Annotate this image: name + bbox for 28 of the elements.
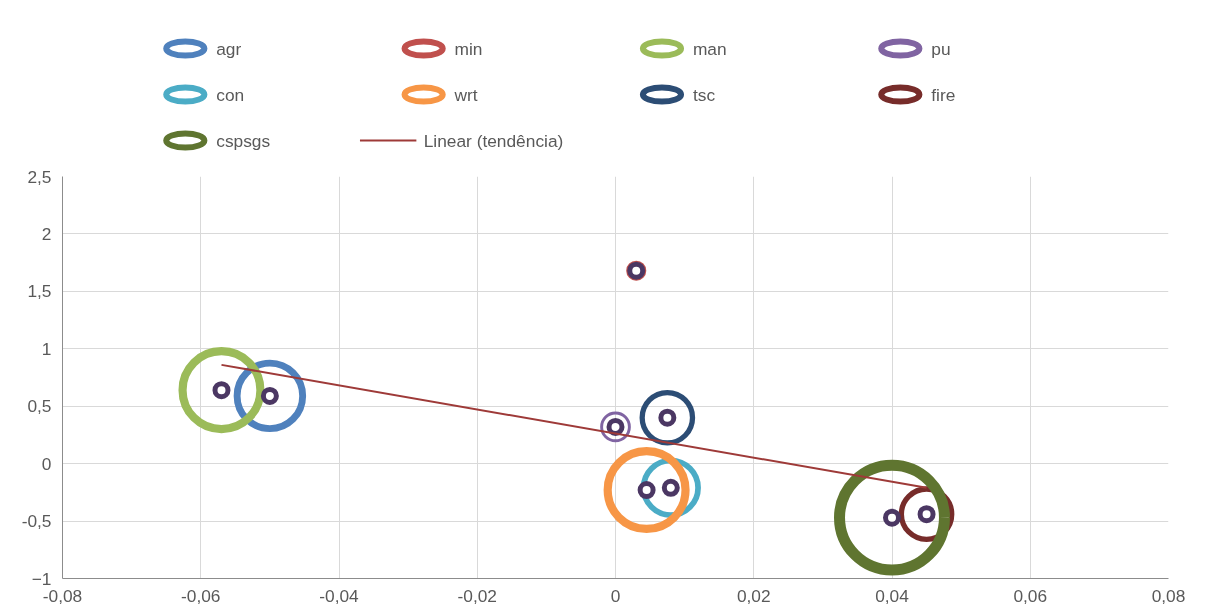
x-tick-label: -0,04	[319, 585, 360, 606]
x-tick-label: 0,02	[736, 585, 771, 606]
x-tick-label: 0,04	[875, 585, 910, 606]
legend-label: tsc	[692, 84, 716, 105]
legend-label: man	[692, 38, 727, 59]
x-tick-label: 0	[610, 585, 621, 606]
legend-label: fire	[931, 84, 956, 105]
x-tick-label: 0,08	[1151, 585, 1186, 606]
y-tick-label: 1	[41, 338, 52, 359]
y-tick-label: -0,5	[21, 511, 52, 532]
legend-label: min	[454, 38, 483, 59]
legend-label: Linear (tendência)	[423, 130, 564, 151]
legend-label: agr	[216, 38, 242, 59]
y-tick-label: 0,5	[27, 396, 52, 417]
point	[637, 481, 656, 500]
legend-label: pu	[931, 38, 951, 59]
y-tick-label: 0	[41, 453, 52, 474]
legend-label: wrt	[453, 84, 478, 105]
y-tick-label: 2,5	[27, 166, 52, 187]
point	[883, 508, 901, 527]
legend-label: cspsgs	[216, 130, 271, 151]
y-tick-label: 1,5	[27, 281, 52, 302]
x-tick-label: -0,02	[457, 585, 497, 606]
point	[212, 381, 231, 400]
y-tick-label: 2	[41, 223, 52, 244]
x-tick-label: -0,06	[181, 585, 221, 606]
x-tick-label: 0,06	[1013, 585, 1048, 606]
legend-label: con	[216, 84, 245, 105]
